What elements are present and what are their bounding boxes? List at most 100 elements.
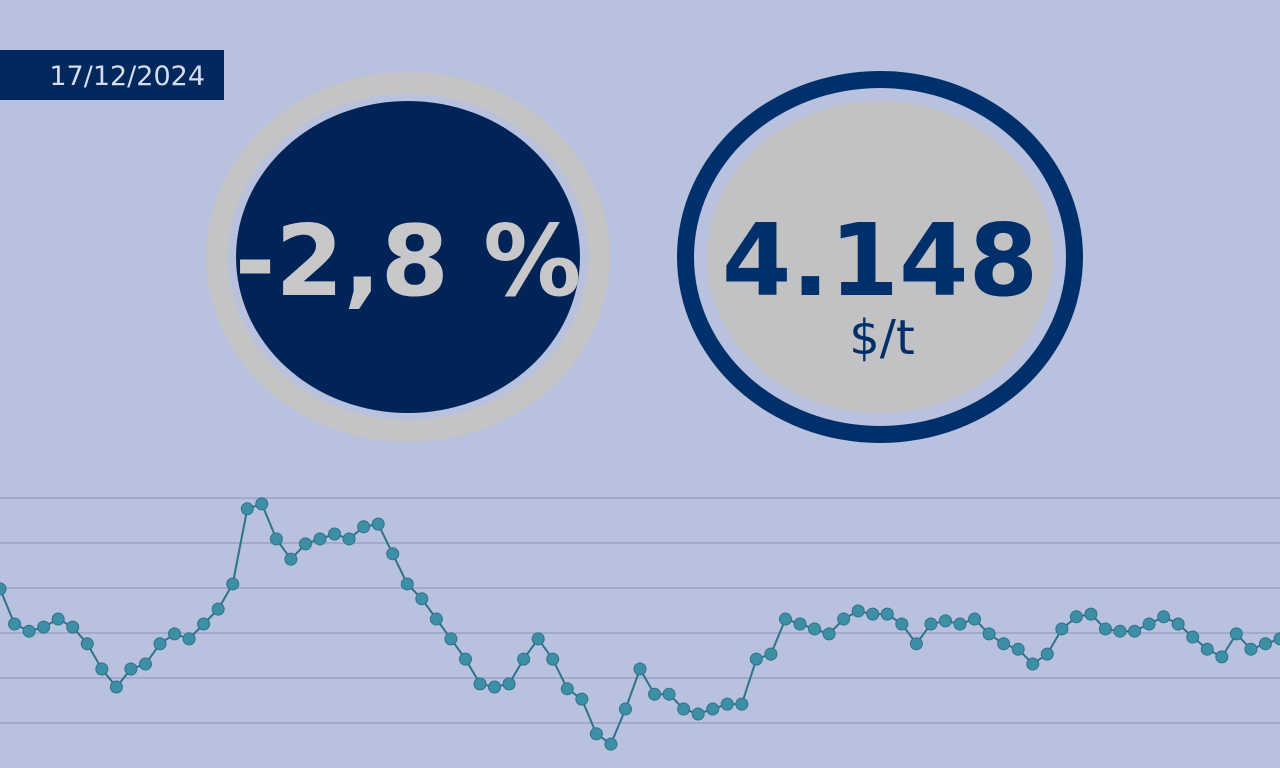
data-point xyxy=(691,707,705,721)
data-point xyxy=(124,662,138,676)
data-point xyxy=(386,547,400,561)
data-point xyxy=(968,612,982,626)
data-point xyxy=(822,627,836,641)
data-point xyxy=(1157,610,1171,624)
price-line xyxy=(0,502,1280,746)
change-value: -2,8 % xyxy=(235,205,582,319)
data-point xyxy=(357,520,371,534)
data-point xyxy=(226,577,240,591)
data-point xyxy=(269,532,283,546)
data-point xyxy=(808,622,822,636)
data-point xyxy=(720,697,734,711)
data-point xyxy=(1171,617,1185,631)
data-point xyxy=(1186,630,1200,644)
data-point xyxy=(1215,650,1229,664)
price-disc xyxy=(707,101,1053,413)
data-point xyxy=(138,657,152,671)
data-point xyxy=(531,632,545,646)
data-point xyxy=(953,617,967,631)
data-point xyxy=(1128,624,1142,638)
data-point xyxy=(778,612,792,626)
data-point xyxy=(429,612,443,626)
data-point xyxy=(677,702,691,716)
data-point xyxy=(473,677,487,691)
data-point xyxy=(1113,624,1127,638)
data-point xyxy=(37,620,51,634)
data-point xyxy=(488,680,502,694)
change-disc xyxy=(236,101,580,413)
data-point xyxy=(211,602,225,616)
price-chart xyxy=(0,497,1280,751)
data-point xyxy=(444,632,458,646)
data-point xyxy=(517,652,531,666)
data-point xyxy=(284,552,298,566)
data-point xyxy=(1011,642,1025,656)
data-point xyxy=(458,652,472,666)
date-box xyxy=(0,50,224,100)
data-point xyxy=(400,577,414,591)
data-point xyxy=(662,687,676,701)
data-point xyxy=(197,617,211,631)
data-point xyxy=(633,662,647,676)
data-point xyxy=(604,737,618,751)
data-point xyxy=(575,692,589,706)
data-point xyxy=(22,624,36,638)
data-point xyxy=(1098,622,1112,636)
data-point xyxy=(749,652,763,666)
data-point xyxy=(95,662,109,676)
data-point xyxy=(8,617,22,631)
data-point xyxy=(735,697,749,711)
data-point xyxy=(793,617,807,631)
data-point xyxy=(909,637,923,651)
data-point xyxy=(1069,610,1083,624)
data-point xyxy=(1244,642,1258,656)
data-point xyxy=(371,517,385,531)
data-point xyxy=(1084,607,1098,621)
data-point xyxy=(153,637,167,651)
data-point xyxy=(866,607,880,621)
data-point xyxy=(0,582,7,596)
data-point xyxy=(924,617,938,631)
data-point xyxy=(313,532,327,546)
data-point xyxy=(1229,627,1243,641)
data-point xyxy=(109,680,123,694)
data-point xyxy=(851,604,865,618)
data-point xyxy=(51,612,65,626)
data-point xyxy=(997,637,1011,651)
data-point xyxy=(618,702,632,716)
data-point xyxy=(182,632,196,646)
data-point xyxy=(66,620,80,634)
data-point xyxy=(589,727,603,741)
data-point xyxy=(1040,647,1054,661)
data-point xyxy=(168,627,182,641)
data-point xyxy=(880,607,894,621)
data-point xyxy=(298,537,312,551)
data-point xyxy=(546,652,560,666)
price-value: 4.148 xyxy=(722,202,1038,319)
data-point xyxy=(938,614,952,628)
price-unit: $/t xyxy=(849,310,915,366)
data-point xyxy=(837,612,851,626)
data-point xyxy=(1026,657,1040,671)
data-point xyxy=(1258,637,1272,651)
data-point xyxy=(706,702,720,716)
data-point xyxy=(648,687,662,701)
data-point xyxy=(560,682,574,696)
data-point xyxy=(982,627,996,641)
data-point xyxy=(80,637,94,651)
data-point xyxy=(1200,642,1214,656)
data-point xyxy=(895,617,909,631)
data-point xyxy=(502,677,516,691)
data-point xyxy=(255,497,269,511)
data-point xyxy=(240,502,254,516)
data-point xyxy=(342,532,356,546)
data-point xyxy=(1273,632,1280,646)
date: 17/12/2024 xyxy=(49,61,205,92)
data-point xyxy=(328,527,342,541)
data-point xyxy=(1055,622,1069,636)
data-point xyxy=(1142,617,1156,631)
data-point xyxy=(415,592,429,606)
data-point xyxy=(764,647,778,661)
